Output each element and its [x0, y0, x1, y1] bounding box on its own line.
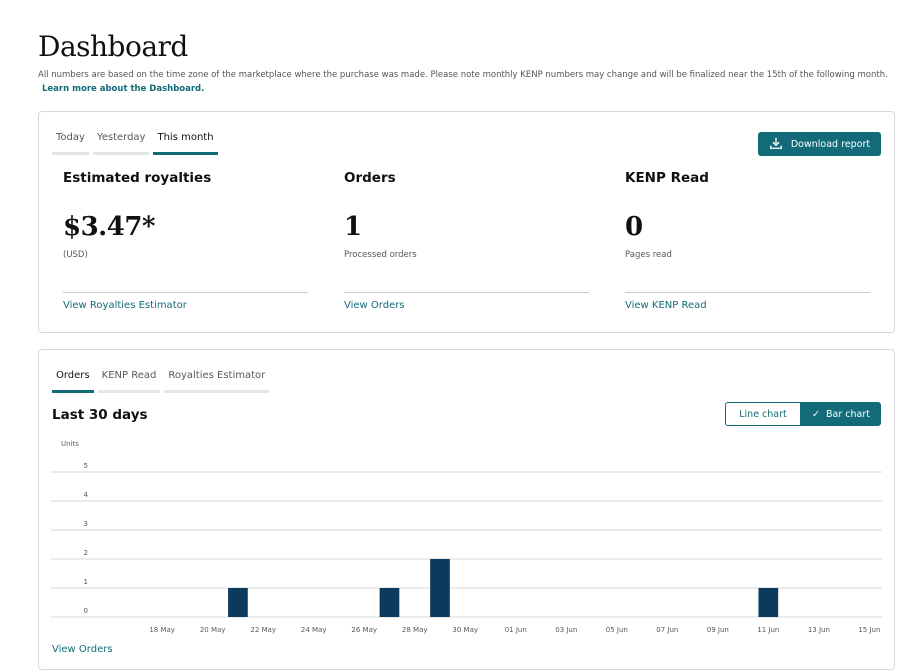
download-report-label: Download report — [790, 138, 871, 150]
bar — [379, 588, 400, 617]
metric-value: $3.47* — [63, 212, 156, 242]
learn-more-link[interactable]: Learn more about the Dashboard. — [42, 84, 205, 94]
bar — [228, 588, 248, 617]
tab-today[interactable]: Today — [52, 132, 89, 155]
tab-yesterday[interactable]: Yesterday — [92, 132, 150, 155]
bar — [430, 559, 450, 617]
x-tick-label: 28 May — [402, 626, 428, 634]
x-tick-label: 11 Jun — [757, 626, 779, 634]
x-tick-label: 05 Jun — [606, 626, 628, 634]
line-chart-button[interactable]: Line chart — [725, 402, 801, 426]
y-tick-label: 3 — [84, 520, 88, 528]
tab-kenp-read[interactable]: KENP Read — [97, 370, 161, 393]
divider — [63, 292, 308, 293]
y-tick-label: 2 — [84, 549, 88, 557]
metric-orders: Orders 1 Processed orders View Orders — [344, 170, 589, 311]
x-tick-label: 18 May — [149, 626, 175, 634]
view-royalties-estimator-link[interactable]: View Royalties Estimator — [63, 300, 187, 311]
y-axis-label: Units — [61, 440, 79, 448]
divider — [625, 292, 870, 293]
metric-royalties: Estimated royalties $3.47* (USD) View Ro… — [63, 170, 308, 311]
checkmark-icon: ✓ — [812, 408, 820, 420]
x-tick-label: 09 Jun — [707, 626, 729, 634]
x-tick-label: 20 May — [200, 626, 226, 634]
bar-chart-button[interactable]: ✓ Bar chart — [801, 402, 881, 426]
x-tick-label: 07 Jun — [656, 626, 678, 634]
metric-title: Estimated royalties — [63, 170, 212, 186]
chart-card: Orders KENP Read Royalties Estimator Las… — [38, 349, 895, 670]
page-title: Dashboard — [38, 30, 188, 63]
view-orders-link[interactable]: View Orders — [52, 644, 113, 655]
download-report-button[interactable]: Download report — [758, 132, 881, 156]
view-kenp-read-link[interactable]: View KENP Read — [625, 300, 707, 311]
y-tick-label: 0 — [84, 607, 88, 615]
x-tick-label: 24 May — [301, 626, 327, 634]
x-tick-label: 13 Jun — [808, 626, 830, 634]
x-tick-label: 03 Jun — [555, 626, 577, 634]
metric-title: KENP Read — [625, 170, 709, 186]
download-icon — [769, 136, 783, 153]
chart-type-toggle: Line chart ✓ Bar chart — [725, 402, 881, 426]
period-tabs: Today Yesterday This month — [52, 132, 218, 155]
metric-subtitle: Pages read — [625, 250, 672, 260]
notice-text: All numbers are based on the time zone o… — [38, 70, 888, 80]
metric-subtitle: Processed orders — [344, 250, 417, 260]
metric-kenp: KENP Read 0 Pages read View KENP Read — [625, 170, 870, 311]
bar-chart-label: Bar chart — [826, 408, 870, 420]
y-tick-label: 1 — [84, 578, 88, 586]
summary-card: Today Yesterday This month Download repo… — [38, 111, 895, 333]
y-tick-label: 4 — [84, 491, 89, 499]
x-tick-label: 01 Jun — [505, 626, 527, 634]
chart-section-title: Last 30 days — [52, 407, 148, 423]
orders-bar-chart: Units 0 1 2 3 4 5 18 May 20 May 22 May 24 May 26 Ma… — [51, 440, 882, 634]
tab-this-month[interactable]: This month — [153, 132, 218, 155]
dashboard-notice: All numbers are based on the time zone o… — [38, 68, 888, 96]
x-tick-label: 26 May — [351, 626, 377, 634]
divider — [344, 292, 589, 293]
metric-value: 1 — [344, 212, 362, 242]
metric-title: Orders — [344, 170, 396, 186]
x-tick-label: 15 Jun — [858, 626, 880, 634]
y-tick-label: 5 — [84, 462, 88, 470]
view-orders-link[interactable]: View Orders — [344, 300, 405, 311]
chart-tabs: Orders KENP Read Royalties Estimator — [52, 370, 270, 393]
bar — [758, 588, 779, 617]
x-tick-label: 30 May — [452, 626, 478, 634]
x-tick-label: 22 May — [250, 626, 276, 634]
tab-orders[interactable]: Orders — [52, 370, 94, 393]
metric-subtitle: (USD) — [63, 250, 88, 260]
metric-value: 0 — [625, 212, 643, 242]
tab-royalties-estimator[interactable]: Royalties Estimator — [164, 370, 270, 393]
